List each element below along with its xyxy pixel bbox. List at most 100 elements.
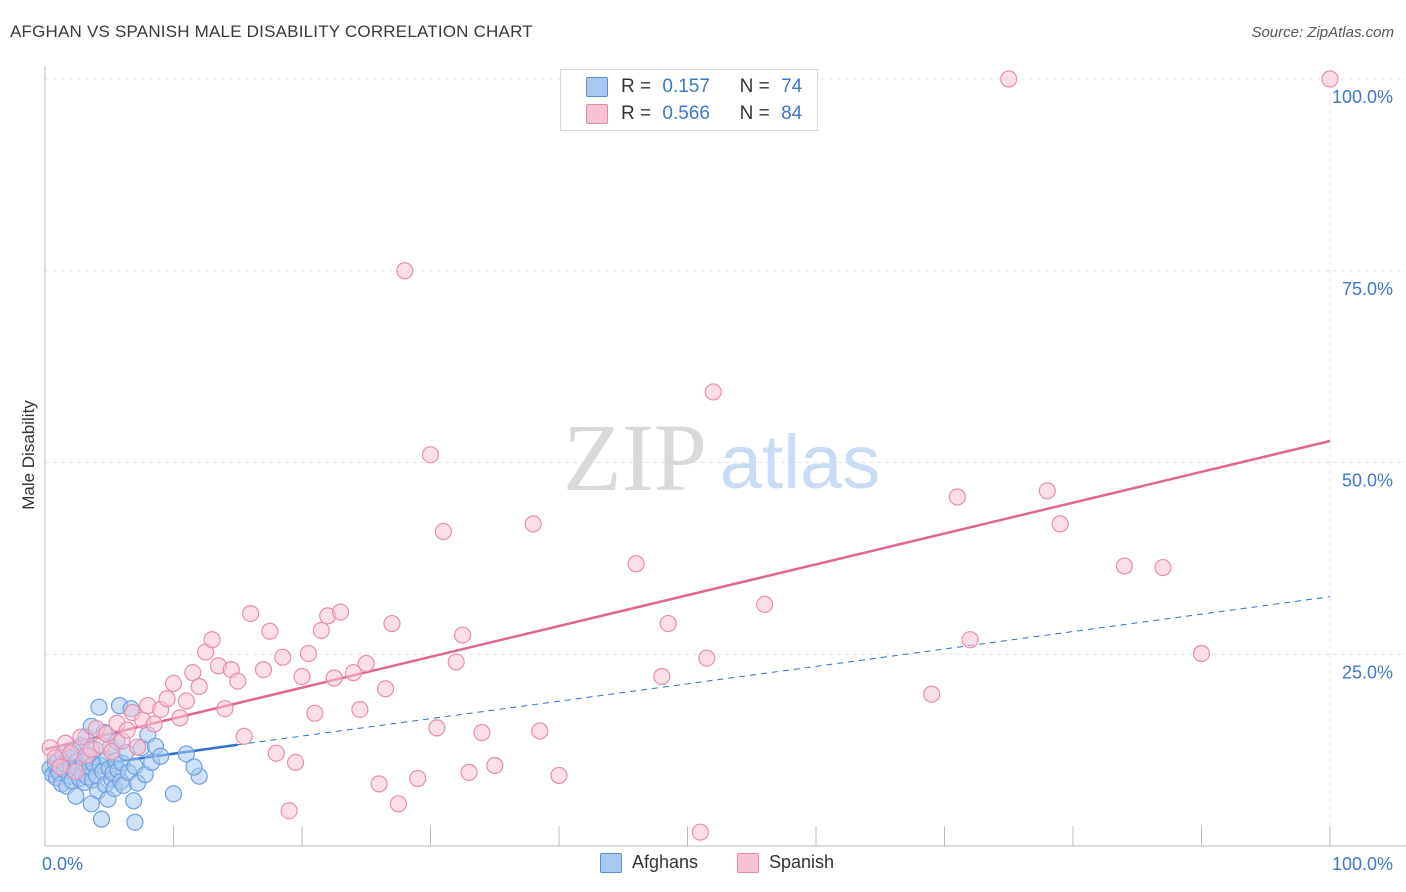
afghan-point (90, 698, 108, 716)
legend-r-value: 0.566 (662, 103, 710, 124)
spanish-point (1038, 482, 1056, 500)
spanish-point (1115, 557, 1134, 575)
spanish-point (454, 626, 472, 644)
spanish-point (948, 488, 966, 506)
spanish-point (190, 677, 208, 696)
spanish-point (370, 775, 388, 793)
afghan-point (177, 745, 195, 763)
spanish-point (164, 674, 183, 692)
legend-swatch-spanish (586, 104, 608, 124)
spanish-point (447, 653, 465, 671)
spanish-point (653, 667, 671, 686)
spanish-point (184, 664, 202, 682)
spanish-point (486, 756, 504, 775)
spanish-point (261, 622, 279, 640)
x-tick-label: 0.0% (42, 854, 83, 874)
series-spanish (41, 70, 1339, 841)
spanish-point (704, 383, 722, 401)
y-tick-label: 75.0% (1342, 279, 1393, 299)
spanish-point (460, 763, 478, 781)
spanish-point (306, 704, 324, 722)
watermark-atlas: atlas (720, 420, 881, 505)
spanish-point (145, 715, 163, 733)
spanish-point (755, 595, 774, 613)
bottom-legend-swatch-spanish (737, 852, 759, 873)
spanish-point (62, 744, 80, 762)
spanish-trend-line (44, 439, 1331, 751)
spanish-point (344, 664, 362, 682)
spanish-point (325, 669, 343, 687)
gridlines (45, 69, 1406, 846)
spanish-point (627, 555, 645, 573)
spanish-point (1051, 515, 1069, 533)
legend-n-value: 84 (781, 103, 803, 124)
spanish-point (383, 614, 401, 633)
spanish-point (331, 603, 350, 621)
spanish-point (357, 654, 375, 673)
bottom-legend-afghans: Afghans (600, 852, 698, 873)
x-tick-label: 100.0% (1332, 854, 1393, 874)
axes (44, 66, 1406, 847)
y-tick-label: 50.0% (1342, 471, 1393, 491)
spanish-point (235, 727, 253, 745)
spanish-point (286, 753, 305, 771)
legend-n-label: N = (739, 103, 770, 124)
spanish-point (409, 769, 427, 788)
spanish-point (376, 680, 395, 698)
spanish-point (1192, 644, 1211, 663)
y-tick-label: 25.0% (1342, 662, 1393, 682)
legend-n-label: N = (739, 76, 770, 97)
bottom-legend-label-afghans: Afghans (632, 852, 699, 872)
spanish-point (1000, 70, 1018, 88)
source-label: Source: ZipAtlas.com (1251, 24, 1394, 41)
afghan-point (164, 785, 183, 803)
spanish-point (312, 621, 330, 640)
legend-n-value: 74 (781, 76, 803, 97)
y-tick-label: 100.0% (1332, 87, 1393, 107)
spanish-point (242, 604, 260, 623)
spanish-point (659, 614, 677, 633)
spanish-point (1321, 70, 1339, 88)
spanish-point (1154, 558, 1172, 577)
spanish-point (128, 738, 147, 756)
spanish-point (550, 766, 568, 785)
spanish-point (293, 667, 311, 686)
legend-r-label: R = (621, 76, 652, 97)
legend-r-label: R = (621, 103, 652, 124)
spanish-point (158, 690, 176, 708)
spanish-point (524, 515, 542, 533)
spanish-point (531, 722, 549, 740)
afghan-point (92, 810, 111, 828)
spanish-point (389, 795, 407, 813)
spanish-point (473, 723, 491, 742)
afghan-point (125, 792, 143, 810)
spanish-point (299, 644, 318, 663)
spanish-point (171, 709, 189, 727)
spanish-point (434, 522, 452, 541)
y-axis-label: Male Disability (19, 400, 38, 510)
spanish-point (98, 725, 116, 743)
bottom-legend-spanish: Spanish (737, 852, 834, 873)
bottom-legend-label-spanish: Spanish (769, 852, 835, 872)
spanish-point (428, 719, 446, 737)
spanish-point (103, 743, 121, 761)
afghan-point (67, 787, 85, 805)
spanish-point (67, 763, 85, 781)
spanish-point (280, 802, 298, 820)
spanish-point (351, 700, 369, 719)
afghan-point (82, 795, 100, 813)
legend-swatch-afghans (586, 77, 608, 97)
watermark-zip: ZIP (563, 404, 707, 511)
spanish-point (229, 672, 247, 690)
spanish-point (961, 631, 979, 649)
spanish-point (203, 631, 221, 649)
afghan-point (152, 747, 170, 765)
spanish-point (72, 728, 90, 746)
legend-r-value: 0.157 (662, 76, 710, 97)
spanish-point (274, 648, 292, 666)
spanish-point (421, 446, 440, 464)
spanish-point (923, 685, 941, 703)
afghan-point (126, 813, 144, 831)
spanish-point (698, 649, 716, 667)
